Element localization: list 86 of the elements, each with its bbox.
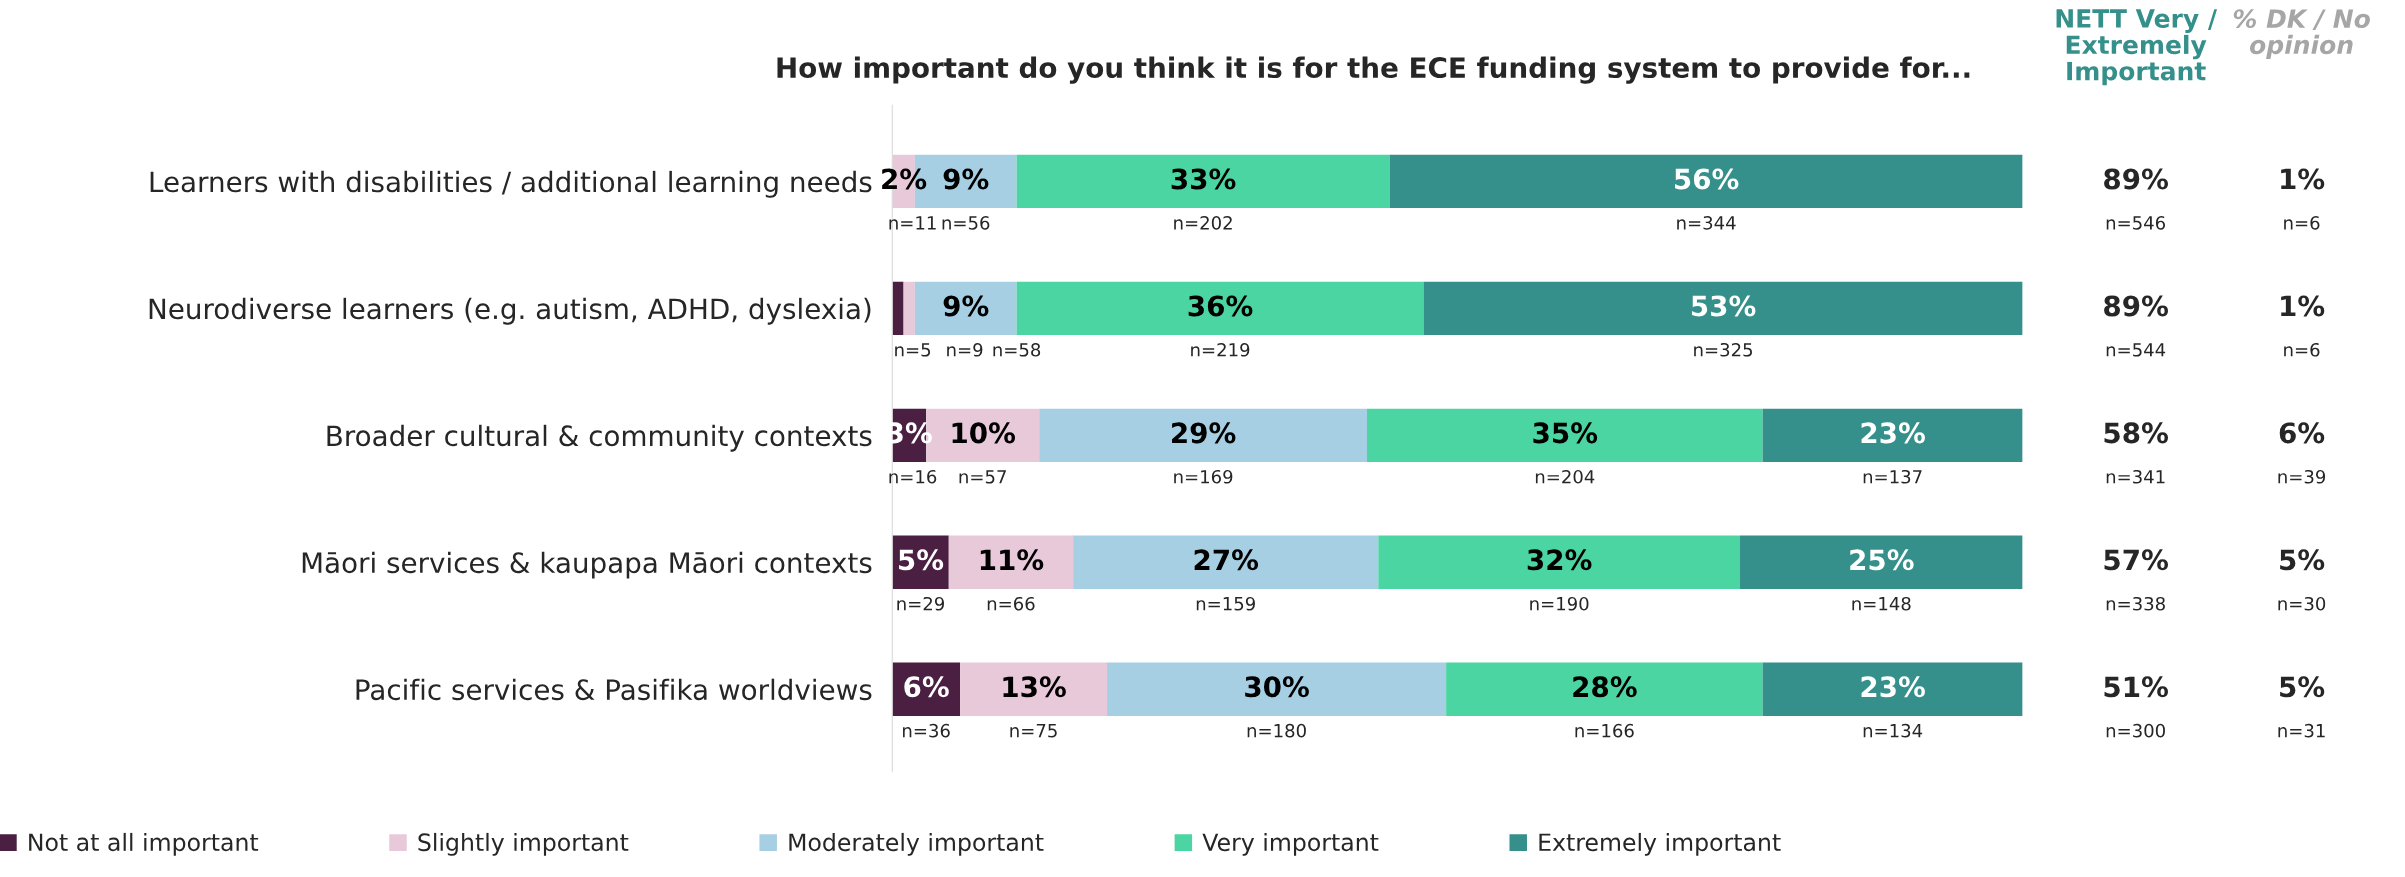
annotation: n=148 (1852, 596, 1911, 611)
bar (914, 281, 1017, 336)
data-label: 23% (1861, 676, 1925, 698)
annotation: n=11 (889, 216, 936, 230)
y-tick-label: Neurodiverse learners (e.g. autism, ADHD, dyslexia) (149, 297, 871, 325)
data-label: 11% (980, 549, 1044, 571)
annotation: n=204 (1535, 469, 1595, 484)
annotation: n=180 (1247, 723, 1306, 738)
annotation: n=166 (1575, 723, 1634, 738)
data-label: 27% (1194, 549, 1259, 571)
annotation: n=66 (987, 596, 1035, 611)
data-label: 56% (1675, 168, 1739, 190)
data-label: 9% (943, 168, 989, 190)
data-label: 2% (882, 168, 927, 190)
text: 5% n=31 (2278, 676, 2325, 738)
y-tick-label: Māori services & kaupapa Māori contexts (302, 551, 872, 579)
data-label: 25% (1850, 549, 1914, 571)
data-label: 36% (1188, 295, 1253, 317)
annotation: n=219 (1191, 342, 1250, 357)
bar (1107, 662, 1447, 716)
annotation: n=159 (1196, 596, 1255, 611)
bar (948, 535, 1074, 589)
annotation: n=29 (897, 596, 945, 611)
text: 89% n=544 (2104, 295, 2168, 357)
legend-label: Very important (1202, 832, 1379, 856)
legend-label: Extremely important (1539, 832, 1781, 856)
y-tick-label: Learners with disabilities / additional learning needs (150, 170, 872, 198)
annotation: n=344 (1677, 216, 1736, 230)
annotation: n=190 (1530, 596, 1589, 611)
text: 51% n=300 (2104, 676, 2168, 738)
annotation: n=36 (903, 723, 950, 738)
text: NETT Very / Extremely Important (2056, 9, 2218, 86)
annotation: n=16 (889, 469, 937, 484)
bar (1378, 535, 1741, 589)
bar (1016, 154, 1390, 209)
text: % DK / No opinion (2233, 9, 2370, 60)
text: 89% n=546 (2104, 168, 2168, 230)
text: 58% n=341 (2104, 422, 2168, 484)
data-label: 30% (1245, 676, 1309, 698)
legend-label: Slightly important (418, 832, 629, 856)
data-label: 29% (1172, 422, 1236, 444)
bar (1367, 408, 1763, 462)
legend-label: Moderately important (789, 832, 1044, 856)
bar (1016, 281, 1424, 336)
text: 6% n=39 (2278, 422, 2326, 484)
bar (1740, 535, 2023, 589)
legend-label: Not at all important (29, 832, 259, 856)
annotation: n=57 (959, 470, 1006, 484)
bar (892, 281, 904, 336)
data-label: 10% (952, 422, 1016, 444)
bar (1039, 408, 1367, 462)
y-tick-label: Pacific services & Pasifika worldviews (356, 678, 872, 701)
data-label: 53% (1691, 295, 1756, 317)
data-label: 32% (1527, 549, 1592, 571)
text: 57% n=338 (2104, 549, 2168, 611)
annotation: n=58 (993, 342, 1041, 357)
data-label: 35% (1533, 422, 1598, 444)
text: 5% n=30 (2278, 549, 2326, 611)
text: 1% n=6 (2281, 295, 2325, 357)
data-label: 28% (1573, 676, 1637, 698)
annotation: n=9 (947, 342, 983, 357)
annotation: n=202 (1174, 216, 1232, 230)
data-label: 23% (1861, 422, 1925, 444)
data-label: 9% (943, 295, 989, 317)
bar (1762, 408, 2023, 462)
annotation: n=137 (1863, 469, 1922, 484)
data-label: 5% (899, 549, 944, 571)
data-label: 33% (1171, 168, 1236, 190)
annotation: n=134 (1863, 723, 1923, 738)
text: 1% n=6 (2281, 168, 2325, 230)
annotation: n=325 (1694, 342, 1752, 357)
bar (1446, 662, 1763, 716)
bar (1073, 535, 1379, 589)
bar (1423, 281, 2023, 336)
annotation: n=5 (895, 343, 931, 357)
data-label: 13% (1003, 676, 1066, 698)
bar (960, 662, 1108, 716)
data-label: 6% (904, 676, 949, 698)
annotation: n=75 (1010, 724, 1057, 738)
chart-title: How important do you think it is for the ECE funding system to provide for... (777, 56, 1970, 84)
y-tick-label: Broader cultural & community contexts (327, 424, 872, 452)
bar (1389, 154, 2023, 209)
annotation: n=56 (942, 216, 990, 230)
bar (903, 281, 915, 336)
annotation: n=169 (1174, 469, 1233, 484)
bar (1762, 662, 2023, 716)
